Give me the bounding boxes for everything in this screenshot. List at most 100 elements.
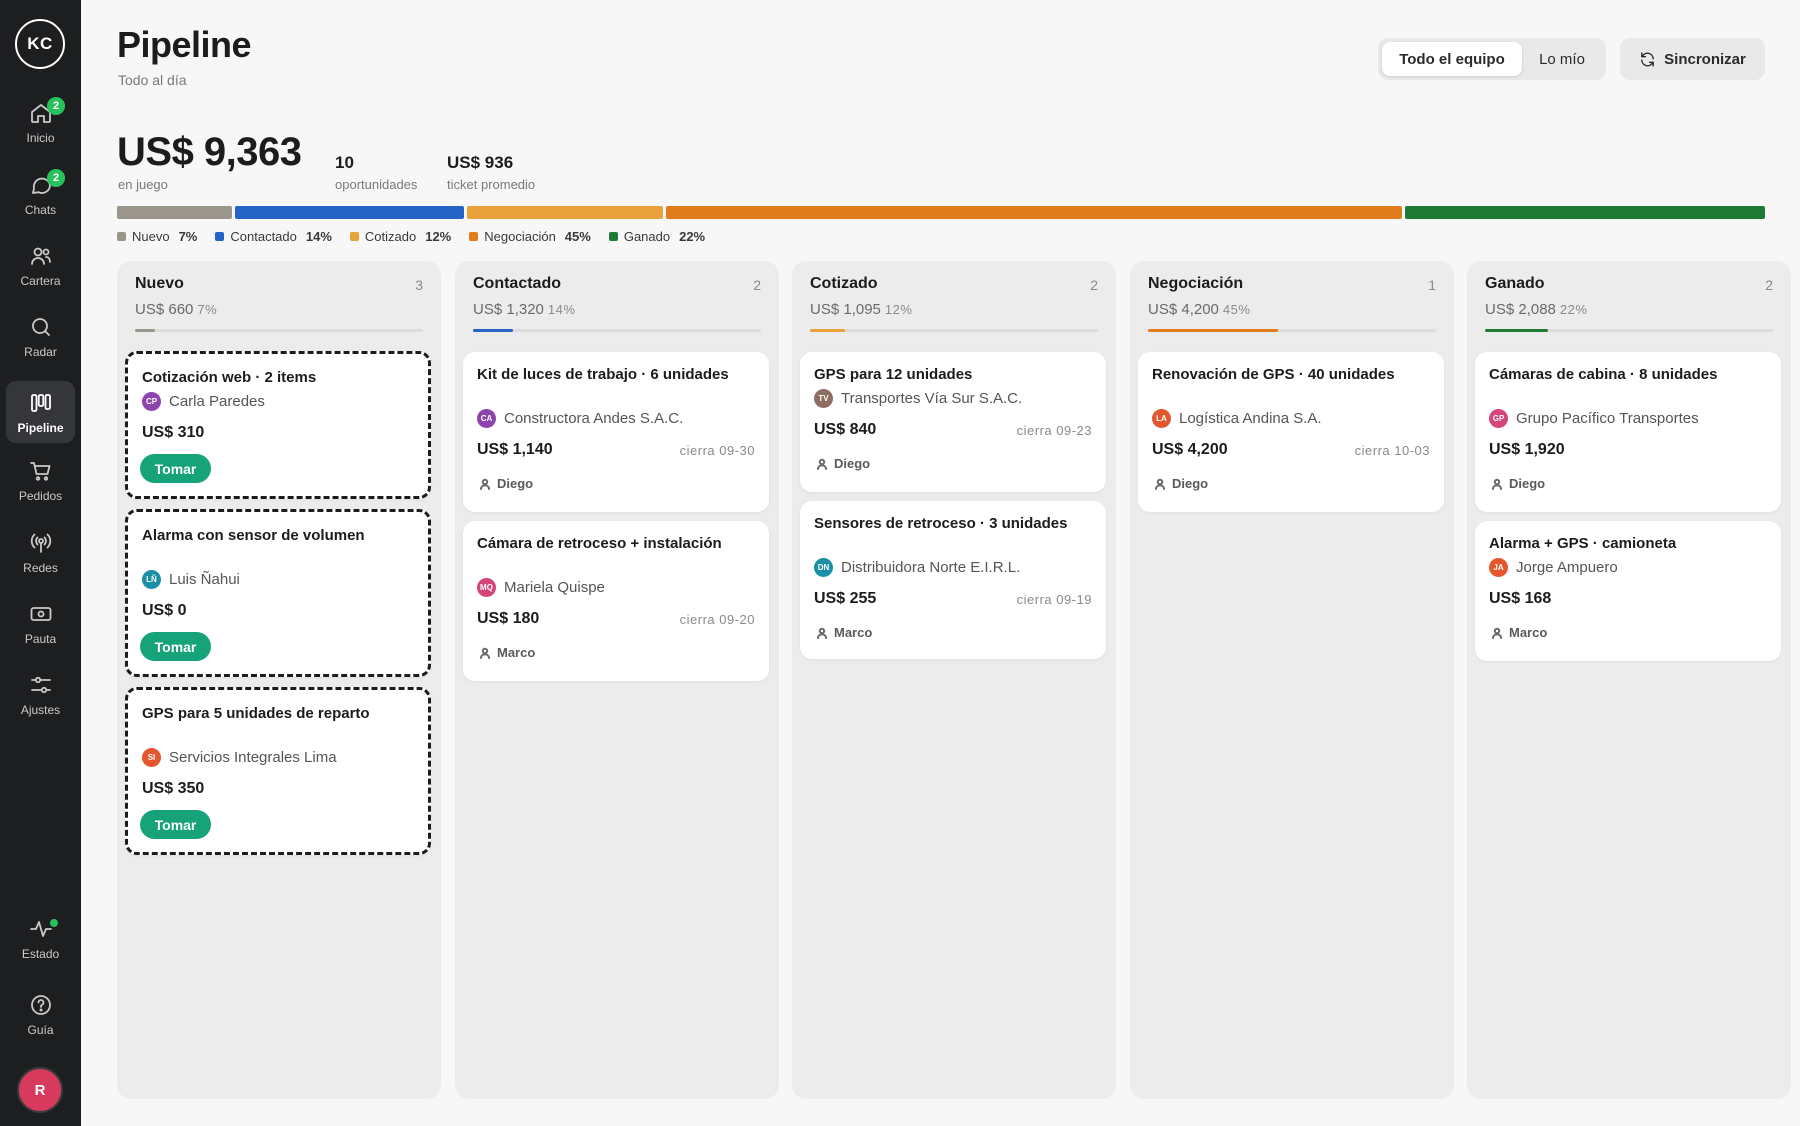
deal-card[interactable]: Cámara de retroceso + instalación MQ Mari… bbox=[463, 521, 769, 681]
column-count: 2 bbox=[1765, 277, 1773, 293]
column-progress bbox=[473, 329, 761, 332]
sidebar: KC 2 Inicio 2 Chats Cartera Radar Pipeli… bbox=[0, 0, 81, 1126]
deal-card[interactable]: Cámaras de cabina · 8 unidades GP Grupo P… bbox=[1475, 352, 1781, 512]
legend-pct: 14% bbox=[305, 229, 332, 244]
deal-owner: Diego bbox=[479, 476, 533, 491]
contact-avatar: CP bbox=[142, 392, 161, 411]
deal-card[interactable]: Kit de luces de trabajo · 6 unidades CA C… bbox=[463, 352, 769, 512]
column-amount: US$ 4,200 45% bbox=[1148, 301, 1251, 318]
home-icon bbox=[30, 104, 51, 123]
brand-logo: KC bbox=[15, 19, 65, 69]
take-deal-button[interactable]: Tomar bbox=[140, 454, 211, 483]
legend-swatch bbox=[608, 232, 618, 241]
user-icon bbox=[480, 478, 490, 490]
column-progress-fill bbox=[1148, 329, 1278, 332]
deal-amount: US$ 4,200 bbox=[1152, 441, 1228, 458]
deal-card[interactable]: Cotización web · 2 items CP Carla Paredes… bbox=[125, 351, 431, 499]
column-amount: US$ 660 7% bbox=[135, 301, 218, 318]
deal-contact: TV Transportes Vía Sur S.A.C. bbox=[814, 389, 1022, 408]
column-title: Negociación bbox=[1148, 275, 1244, 292]
deal-contact: GP Grupo Pacífico Transportes bbox=[1489, 409, 1699, 428]
deal-contact: DN Distribuidora Norte E.I.R.L. bbox=[814, 558, 1020, 577]
sidebar-item-chats[interactable]: 2 Chats bbox=[6, 163, 75, 225]
legend-swatch bbox=[469, 232, 479, 241]
page-title: Pipeline bbox=[117, 24, 252, 65]
sidebar-item-label: Estado bbox=[21, 947, 60, 961]
stage-legend: Nuevo 7% Contactado 14% Cotizado 12% Negoci… bbox=[117, 229, 705, 244]
column-title: Nuevo bbox=[135, 275, 184, 292]
take-deal-button[interactable]: Tomar bbox=[140, 810, 211, 839]
sync-button-label: Sincronizar bbox=[1664, 50, 1746, 68]
deal-owner: Diego bbox=[1491, 476, 1545, 491]
sidebar-item-pauta[interactable]: Pauta bbox=[6, 592, 75, 654]
scope-team-button[interactable]: Todo el equipo bbox=[1382, 42, 1522, 76]
column-amount: US$ 2,088 22% bbox=[1485, 301, 1588, 318]
legend-swatch bbox=[117, 232, 126, 241]
legend-swatch bbox=[349, 232, 359, 241]
deal-card[interactable]: Sensores de retroceso · 3 unidades DN Dis… bbox=[800, 501, 1106, 659]
column-count: 2 bbox=[753, 277, 761, 293]
users-icon bbox=[30, 247, 51, 265]
sidebar-item-label: Pipeline bbox=[17, 421, 64, 435]
sidebar-item-redes[interactable]: Redes bbox=[6, 521, 75, 583]
sidebar-item-cartera[interactable]: Cartera bbox=[6, 234, 75, 296]
deal-owner: Marco bbox=[479, 645, 535, 660]
deal-card[interactable]: Renovación de GPS · 40 unidades LA Logíst… bbox=[1138, 352, 1444, 512]
legend-pct: 7% bbox=[178, 229, 198, 244]
column-nuevo: Nuevo 3 US$ 660 7% Cotización web · 2 ite… bbox=[117, 261, 441, 1099]
sidebar-item-inicio[interactable]: 2 Inicio bbox=[6, 91, 75, 153]
column-contactado: Contactado 2 US$ 1,320 14% Kit de luces d… bbox=[455, 261, 779, 1099]
deal-title: Alarma con sensor de volumen bbox=[142, 527, 365, 544]
column-progress-fill bbox=[1485, 329, 1549, 332]
sidebar-item-label: Pauta bbox=[24, 632, 57, 646]
stage-segment-nuevo bbox=[117, 206, 232, 219]
take-deal-button[interactable]: Tomar bbox=[140, 632, 211, 661]
legend-item: Nuevo 7% bbox=[117, 229, 197, 244]
column-negociacion: Negociación 1 US$ 4,200 45% Renovación de… bbox=[1130, 261, 1454, 1099]
sidebar-item-pipeline[interactable]: Pipeline bbox=[6, 381, 75, 443]
contact-avatar: LA bbox=[1152, 409, 1171, 428]
user-avatar[interactable]: R bbox=[17, 1067, 63, 1113]
legend-pct: 22% bbox=[679, 229, 706, 244]
user-icon bbox=[817, 458, 827, 470]
legend-label: Ganado bbox=[623, 229, 671, 244]
sidebar-item-label: Cartera bbox=[20, 274, 61, 288]
legend-pct: 45% bbox=[564, 229, 591, 244]
stage-segment-contactado bbox=[234, 206, 464, 219]
deal-owner: Diego bbox=[816, 456, 870, 471]
deal-title: Cámaras de cabina · 8 unidades bbox=[1489, 366, 1718, 383]
deal-close-date: cierra 09-30 bbox=[679, 443, 755, 458]
sidebar-item-estado[interactable]: Estado bbox=[6, 907, 75, 969]
user-icon bbox=[1492, 627, 1502, 639]
column-count: 2 bbox=[1090, 277, 1098, 293]
deal-owner: Diego bbox=[1154, 476, 1208, 491]
deal-contact: LA Logística Andina S.A. bbox=[1152, 409, 1322, 428]
deal-card[interactable]: Alarma con sensor de volumen LÑ Luis Ñahu… bbox=[125, 509, 431, 677]
sidebar-item-ajustes[interactable]: Ajustes bbox=[6, 663, 75, 725]
avg-ticket-label: ticket promedio bbox=[447, 177, 536, 192]
deal-contact: JA Jorge Ampuero bbox=[1489, 558, 1618, 577]
column-count: 1 bbox=[1428, 277, 1436, 293]
sidebar-item-guia[interactable]: Guía bbox=[6, 983, 75, 1045]
contact-avatar: LÑ bbox=[142, 570, 161, 589]
deal-contact: SI Servicios Integrales Lima bbox=[142, 748, 337, 767]
scope-mine-button[interactable]: Lo mío bbox=[1539, 50, 1585, 68]
sidebar-item-label: Guía bbox=[27, 1023, 54, 1037]
deal-owner: Marco bbox=[816, 625, 872, 640]
legend-item: Ganado 22% bbox=[608, 229, 706, 244]
columns-icon bbox=[30, 394, 51, 412]
deal-title: GPS para 5 unidades de reparto bbox=[142, 705, 370, 722]
stage-progress-bar bbox=[117, 206, 1765, 219]
deal-card[interactable]: GPS para 12 unidades TV Transportes Vía S… bbox=[800, 352, 1106, 492]
legend-label: Negociación bbox=[484, 229, 556, 244]
deal-card[interactable]: Alarma + GPS · camioneta JA Jorge Ampuero… bbox=[1475, 521, 1781, 661]
pipeline-total: US$ 9,363 bbox=[117, 130, 302, 174]
deal-amount: US$ 1,140 bbox=[477, 441, 553, 458]
sidebar-item-pedidos[interactable]: Pedidos bbox=[6, 449, 75, 511]
column-progress bbox=[1148, 329, 1436, 332]
sidebar-item-label: Radar bbox=[24, 345, 57, 359]
sidebar-item-radar[interactable]: Radar bbox=[6, 305, 75, 367]
deal-card[interactable]: GPS para 5 unidades de reparto SI Servici… bbox=[125, 687, 431, 855]
sync-button[interactable]: Sincronizar bbox=[1620, 38, 1765, 80]
scope-toggle: Todo el equipo Lo mío bbox=[1378, 38, 1606, 80]
